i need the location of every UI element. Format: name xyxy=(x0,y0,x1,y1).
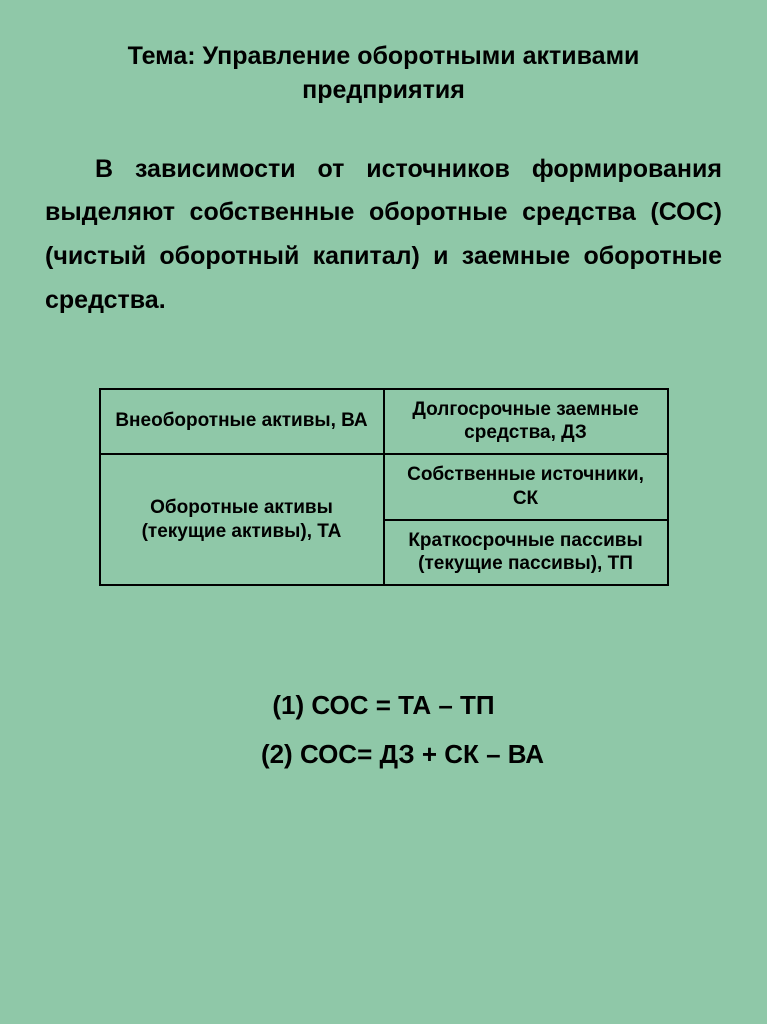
balance-table-wrap: Внеоборотные активы, ВА Долгосрочные зае… xyxy=(45,388,722,587)
balance-table: Внеоборотные активы, ВА Долгосрочные зае… xyxy=(99,388,669,587)
formula-1: (1) СОС = ТА – ТП xyxy=(45,681,722,730)
cell-short-term-liabilities: Краткосрочные пассивы (текущие пассивы),… xyxy=(384,520,668,586)
cell-current-assets: Оборотные активы (текущие активы), ТА xyxy=(100,454,384,585)
slide-title: Тема: Управление оборотными активами пре… xyxy=(45,40,722,108)
cell-long-term-debt: Долгосрочные заемные средства, ДЗ xyxy=(384,389,668,455)
cell-own-sources: Собственные источники, СК xyxy=(384,454,668,520)
formula-2: (2) СОС= ДЗ + СК – ВА xyxy=(45,730,722,779)
formula-block: (1) СОС = ТА – ТП (2) СОС= ДЗ + СК – ВА xyxy=(45,681,722,780)
body-paragraph: В зависимости от источников формирования… xyxy=(45,148,722,323)
cell-non-current-assets: Внеоборотные активы, ВА xyxy=(100,389,384,455)
